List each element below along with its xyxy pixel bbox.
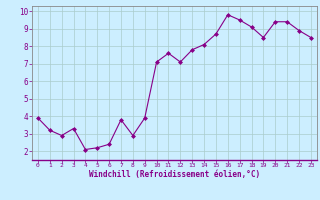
X-axis label: Windchill (Refroidissement éolien,°C): Windchill (Refroidissement éolien,°C) xyxy=(89,170,260,179)
